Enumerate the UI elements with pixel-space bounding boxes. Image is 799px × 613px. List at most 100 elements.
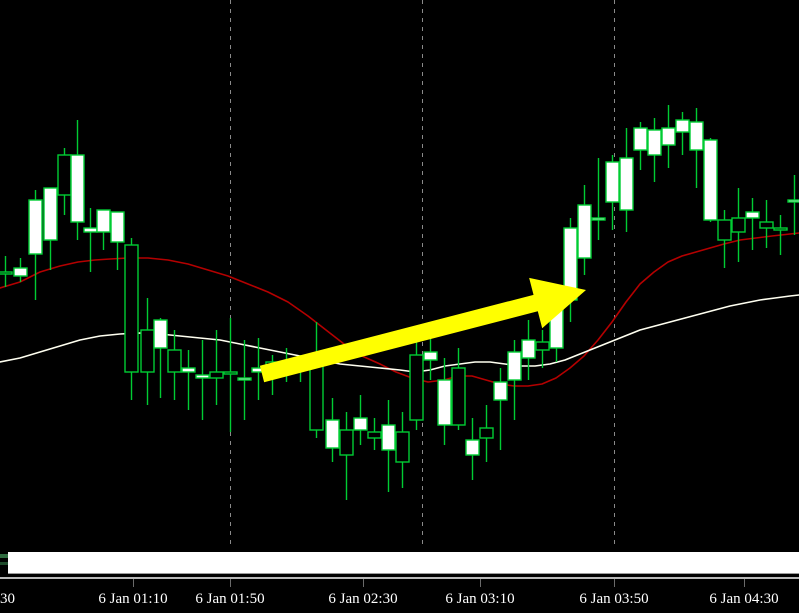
candlestick (70, 120, 85, 240)
candle-body (13, 267, 28, 277)
candle-body (675, 119, 690, 133)
axis-tick-label: 6 Jan 01:50 (195, 591, 265, 607)
candle-body (70, 154, 85, 223)
candlestick-series (0, 105, 799, 500)
candle-body (110, 211, 125, 243)
scrollbar-indicator-tick-bottom (0, 567, 8, 573)
candle-body (633, 127, 648, 151)
candle-body (689, 121, 704, 151)
candlestick (124, 238, 139, 400)
candlestick (619, 128, 634, 232)
candlestick (689, 108, 704, 188)
plot-background (0, 0, 799, 545)
candlestick (577, 185, 592, 275)
candlestick (153, 318, 168, 398)
uptrend-arrow (259, 277, 586, 383)
candlestick (661, 105, 676, 168)
axis-tick-label: 6 Jan 03:10 (445, 591, 515, 607)
candle-body (223, 371, 238, 375)
candlestick (773, 215, 788, 255)
time-axis[interactable]: 30 6 Jan 01:10 6 Jan 01:50 6 Jan 02:30 6 Jan… (0, 579, 799, 613)
scrollbar-left-indicator[interactable] (0, 552, 8, 574)
candle-body (521, 339, 536, 359)
vertical-gridlines (230, 0, 615, 545)
candle-body (703, 139, 718, 221)
axis-tick-mark (230, 579, 231, 587)
candle-body (409, 354, 424, 421)
candlestick (647, 118, 662, 182)
candlestick (703, 138, 718, 222)
candlestick (325, 398, 340, 462)
axis-tick-label: 6 Jan 01:10 (98, 591, 168, 607)
candlestick (493, 368, 508, 450)
candlestick (633, 122, 648, 170)
candle-body (605, 161, 620, 203)
candle-body (83, 227, 98, 233)
candle-body (437, 379, 452, 426)
candlestick (717, 210, 732, 268)
moving-average-fast (0, 232, 799, 387)
candle-body (353, 417, 368, 431)
moving-average-fast-line (0, 232, 799, 387)
candlestick (96, 209, 111, 250)
candle-body (43, 187, 58, 241)
candle-body (619, 157, 634, 211)
candlestick (195, 340, 210, 420)
candle-body (731, 217, 746, 233)
candlestick (43, 187, 58, 270)
candlestick (437, 358, 452, 445)
candle-body (367, 431, 382, 439)
candlestick (787, 175, 799, 235)
candle-body (577, 204, 592, 259)
axis-tick-mark (363, 579, 364, 587)
candle-body (167, 349, 182, 373)
candlestick (759, 200, 774, 248)
candle-body (787, 199, 799, 203)
candle-body (647, 129, 662, 156)
candlestick-chart-plot-area[interactable] (0, 0, 799, 545)
candle-body (451, 367, 466, 426)
candlestick (479, 405, 494, 462)
candlestick (731, 188, 746, 262)
candle-body (209, 371, 224, 379)
scrollbar-strip[interactable] (0, 549, 799, 577)
candlestick (451, 348, 466, 430)
candlestick (209, 330, 224, 405)
candlestick (0, 256, 13, 287)
scrollbar-thumb[interactable] (0, 552, 799, 574)
candlestick (110, 211, 125, 270)
axis-tick-mark (480, 579, 481, 587)
candle-body (195, 374, 210, 379)
candle-body (0, 271, 13, 275)
candle-body (423, 351, 438, 361)
candle-body (237, 377, 252, 381)
candlestick (507, 340, 522, 420)
candlestick (367, 418, 382, 450)
candlestick (605, 155, 620, 230)
axis-tick-label: 30 (0, 591, 15, 607)
candlestick (675, 112, 690, 155)
axis-tick-mark (133, 579, 134, 587)
axis-tick-label: 6 Jan 04:30 (709, 591, 779, 607)
candlestick (535, 330, 550, 368)
axis-separator-line (0, 577, 799, 579)
candle-body (381, 424, 396, 451)
candle-body (493, 381, 508, 401)
candlestick (140, 298, 155, 405)
candle-body (395, 431, 410, 463)
candle-body (759, 221, 774, 229)
scrollbar-indicator-tick-top (0, 554, 8, 558)
candle-body (124, 244, 139, 373)
candle-body (773, 227, 788, 231)
axis-tick-mark (744, 579, 745, 587)
candle-body (325, 419, 340, 449)
candlestick (167, 330, 182, 400)
candlestick (181, 350, 196, 410)
candlestick (521, 320, 536, 380)
candle-body (181, 367, 196, 373)
candle-body (57, 154, 72, 196)
candlestick (395, 412, 410, 488)
axis-tick-label: 6 Jan 03:50 (579, 591, 649, 607)
candle-body (140, 329, 155, 373)
candlestick (339, 412, 354, 500)
